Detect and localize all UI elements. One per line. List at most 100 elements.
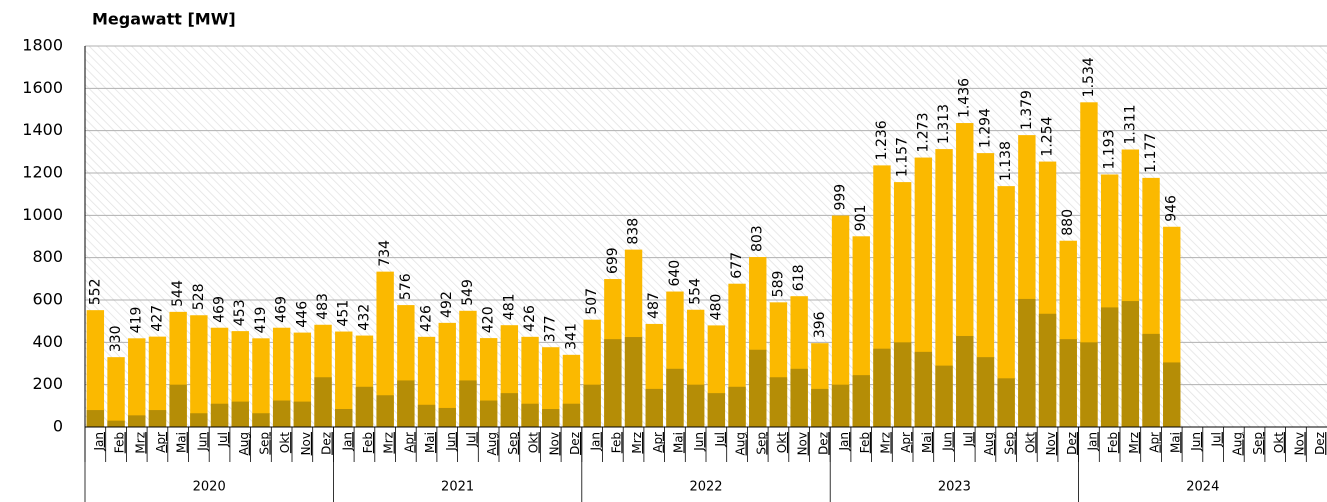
- bar: [252, 413, 270, 427]
- bar: [645, 388, 663, 427]
- x-tick-label: Mrz: [1127, 432, 1141, 454]
- bar: [376, 395, 394, 427]
- bar: [86, 410, 105, 427]
- bar: [376, 271, 394, 427]
- data-label: 734: [377, 240, 393, 267]
- x-tick-label: Mai: [423, 432, 437, 453]
- data-label: 699: [605, 247, 621, 274]
- x-tick-label: Apr: [651, 432, 665, 453]
- data-label: 1.379: [1019, 90, 1035, 130]
- chart-title: Megawatt [MW]: [92, 10, 236, 29]
- x-tick-label: Dez: [1313, 432, 1327, 455]
- group-label: 2021: [441, 480, 474, 495]
- data-label: 1.311: [1122, 104, 1138, 144]
- bar: [500, 393, 519, 427]
- y-tick-label: 400: [32, 332, 63, 351]
- bar: [831, 215, 850, 427]
- data-label: 419: [129, 307, 145, 334]
- x-tick-label: Dez: [1065, 432, 1079, 455]
- data-label: 1.138: [998, 141, 1014, 181]
- data-label: 330: [108, 325, 124, 352]
- bar: [438, 322, 456, 427]
- bar: [893, 342, 912, 427]
- x-tick-label: Sep: [506, 432, 520, 455]
- bar: [997, 378, 1015, 427]
- x-tick-label: Nov: [547, 432, 561, 455]
- x-tick-label: Jun: [1189, 432, 1203, 452]
- bar: [604, 339, 622, 427]
- data-label: 451: [336, 300, 352, 327]
- bar: [417, 404, 436, 427]
- y-tick-label: 1400: [22, 120, 63, 139]
- bar: [935, 149, 953, 427]
- x-tick-label: Dez: [568, 432, 582, 455]
- data-label: 427: [149, 305, 165, 332]
- x-tick-label: Sep: [1003, 432, 1017, 455]
- data-label: 419: [253, 307, 269, 334]
- bar: [1038, 313, 1057, 427]
- x-tick-label: Dez: [320, 432, 334, 455]
- data-label: 480: [708, 294, 724, 321]
- y-tick-label: 1600: [22, 78, 63, 97]
- x-tick-label: Jul: [961, 432, 975, 447]
- x-tick-label: Apr: [1148, 432, 1162, 453]
- bar: [1142, 333, 1160, 427]
- bar: [542, 347, 560, 427]
- x-tick-label: Aug: [237, 432, 251, 455]
- group-label: 2020: [193, 480, 226, 495]
- bar: [86, 310, 105, 427]
- bar: [624, 337, 643, 427]
- data-label: 544: [170, 280, 186, 307]
- x-tick-label: Nov: [1292, 432, 1306, 455]
- x-tick-label: Mai: [671, 432, 685, 453]
- data-label: 492: [439, 291, 455, 318]
- data-label: 576: [398, 273, 414, 300]
- x-tick-label: Nov: [796, 432, 810, 455]
- x-tick-label: Feb: [1106, 432, 1120, 453]
- data-label: 640: [667, 260, 683, 287]
- bar: [1018, 298, 1036, 427]
- bar: [210, 403, 229, 427]
- x-tick-label: Jun: [941, 432, 955, 452]
- bar: [728, 386, 746, 427]
- y-tick-label: 1200: [22, 163, 63, 182]
- bar: [521, 403, 539, 427]
- x-tick-label: Jun: [195, 432, 209, 452]
- bar: [666, 368, 684, 427]
- y-tick-label: 1000: [22, 205, 63, 224]
- data-label: 1.177: [1143, 133, 1159, 173]
- bar: [252, 338, 270, 427]
- group-label: 2022: [689, 480, 722, 495]
- x-tick-label: Jul: [216, 432, 230, 447]
- y-tick-label: 0: [53, 417, 63, 436]
- x-tick-label: Nov: [299, 432, 313, 455]
- bar: [1080, 342, 1098, 427]
- data-label: 426: [419, 305, 435, 332]
- data-label: 432: [356, 304, 372, 331]
- x-tick-label: Feb: [609, 432, 623, 453]
- bar: [459, 380, 477, 427]
- bar: [293, 401, 312, 427]
- bar: [997, 186, 1015, 427]
- data-label: 487: [646, 292, 662, 319]
- x-tick-label: Jun: [444, 432, 458, 452]
- bar: [976, 357, 995, 427]
- x-tick-label: Jul: [713, 432, 727, 447]
- bar: [956, 335, 974, 427]
- x-tick-label: Feb: [113, 432, 127, 453]
- data-label: 999: [833, 184, 849, 211]
- data-label: 1.313: [936, 104, 952, 144]
- x-tick-label: Nov: [1044, 432, 1058, 455]
- bar: [1100, 307, 1119, 427]
- data-label: 1.157: [895, 137, 911, 177]
- x-tick-label: Mrz: [630, 432, 644, 454]
- bar: [831, 384, 850, 427]
- x-tick-label: Jul: [464, 432, 478, 447]
- bar: [335, 331, 353, 427]
- bar: [128, 338, 146, 427]
- group-label: 2024: [1186, 480, 1219, 495]
- bar: [811, 388, 829, 427]
- bar: [190, 413, 208, 427]
- data-label: 420: [481, 306, 497, 333]
